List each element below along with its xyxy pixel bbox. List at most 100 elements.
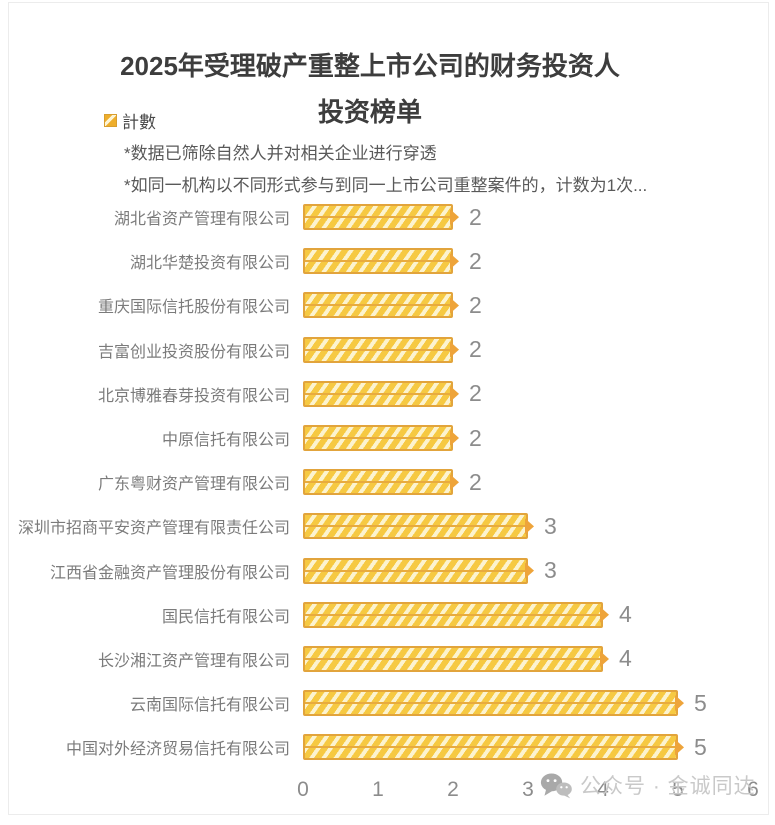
x-axis-tick: 2 bbox=[447, 778, 459, 801]
value-label: 2 bbox=[469, 380, 482, 407]
value-label: 4 bbox=[619, 601, 632, 628]
bar bbox=[303, 690, 684, 717]
legend-swatch-icon bbox=[104, 114, 117, 127]
value-label: 2 bbox=[469, 247, 482, 274]
bar bbox=[303, 336, 459, 363]
bar-row: 长沙湘江资产管理有限公司 4 bbox=[0, 637, 775, 681]
category-label: 中国对外经济贸易信托有限公司 bbox=[65, 741, 290, 759]
bar-tip bbox=[450, 253, 459, 270]
bar-tip bbox=[675, 695, 684, 712]
bar-cell: 5 bbox=[303, 734, 707, 761]
legend-label: 計數 bbox=[122, 113, 156, 132]
bar-row: 重庆国际信托股份有限公司 2 bbox=[0, 283, 775, 327]
bar-tip bbox=[450, 474, 459, 491]
bar-cell: 5 bbox=[303, 690, 707, 717]
x-axis-tick: 1 bbox=[372, 778, 384, 801]
category-label: 北京博雅春芽投资有限公司 bbox=[97, 387, 290, 405]
chart-notes: *数据已筛除自然人并对相关企业进行穿透 *如同一机构以不同形式参与到同一上市公司… bbox=[124, 138, 647, 202]
bar-tip bbox=[675, 739, 684, 756]
bar-row: 湖北省资产管理有限公司 2 bbox=[0, 195, 775, 239]
chart-title-line1: 2025年受理破产重整上市公司的财务投资人 bbox=[120, 51, 620, 82]
value-label: 2 bbox=[469, 291, 482, 318]
bar-cell: 2 bbox=[303, 336, 482, 363]
value-label: 2 bbox=[469, 468, 482, 495]
bar-row: 广东粤财资产管理有限公司 2 bbox=[0, 460, 775, 504]
bar-row: 云南国际信托有限公司 5 bbox=[0, 681, 775, 725]
category-label: 重庆国际信托股份有限公司 bbox=[97, 299, 290, 317]
bar-cell: 4 bbox=[303, 601, 632, 628]
bar-cell: 3 bbox=[303, 557, 557, 584]
category-label: 长沙湘江资产管理有限公司 bbox=[97, 652, 290, 670]
value-label: 2 bbox=[469, 336, 482, 363]
note-line-2: *如同一机构以不同形式参与到同一上市公司重整案件的，计数为1次... bbox=[124, 176, 648, 195]
chart-title: 2025年受理破产重整上市公司的财务投资人 投资榜单 bbox=[40, 43, 700, 135]
bar bbox=[303, 204, 459, 231]
bar-tip bbox=[450, 430, 459, 447]
category-label: 深圳市招商平安资产管理有限责任公司 bbox=[17, 520, 290, 538]
bar-cell: 2 bbox=[303, 292, 482, 319]
value-label: 5 bbox=[694, 689, 707, 716]
value-label: 2 bbox=[469, 203, 482, 230]
bar-row: 国民信托有限公司 4 bbox=[0, 593, 775, 637]
bar-cell: 2 bbox=[303, 204, 482, 231]
bar-tip bbox=[450, 297, 459, 314]
bar bbox=[303, 292, 459, 319]
bar-tip bbox=[450, 385, 459, 402]
bar-chart: 湖北省资产管理有限公司 2 湖北华楚投资有限公司 2 重庆国际信托股份有限公司 … bbox=[0, 195, 775, 801]
value-label: 3 bbox=[544, 557, 557, 584]
x-axis-tick: 5 bbox=[672, 778, 684, 801]
category-label: 江西省金融资产管理股份有限公司 bbox=[49, 564, 290, 582]
bar-cell: 2 bbox=[303, 248, 482, 275]
bar-cell: 2 bbox=[303, 469, 482, 496]
chart-title-line2: 投资榜单 bbox=[317, 97, 422, 128]
category-label: 湖北华楚投资有限公司 bbox=[129, 255, 290, 273]
bar-row: 中国对外经济贸易信托有限公司 5 bbox=[0, 725, 775, 769]
bar-tip bbox=[600, 650, 609, 667]
x-axis-tick: 6 bbox=[747, 778, 759, 801]
bar-tip bbox=[525, 562, 534, 579]
category-label: 广东粤财资产管理有限公司 bbox=[97, 476, 290, 494]
bar-cell: 3 bbox=[303, 513, 557, 540]
bar bbox=[303, 380, 459, 407]
bar bbox=[303, 425, 459, 452]
bar-rows: 湖北省资产管理有限公司 2 湖北华楚投资有限公司 2 重庆国际信托股份有限公司 … bbox=[0, 195, 775, 769]
bar-cell: 2 bbox=[303, 425, 482, 452]
bar bbox=[303, 601, 609, 628]
category-label: 湖北省资产管理有限公司 bbox=[113, 211, 290, 229]
bar-cell: 2 bbox=[303, 380, 482, 407]
x-axis-tick: 0 bbox=[297, 778, 309, 801]
wechat-icon bbox=[540, 773, 572, 798]
value-label: 5 bbox=[694, 733, 707, 760]
x-axis-tick: 3 bbox=[522, 778, 534, 801]
bar-tip bbox=[450, 341, 459, 358]
bar-tip bbox=[450, 209, 459, 226]
bar bbox=[303, 557, 534, 584]
x-axis-tick: 4 bbox=[597, 778, 609, 801]
x-axis: 0 1 2 3 4 5 6 bbox=[297, 778, 763, 808]
bar bbox=[303, 645, 609, 672]
category-label: 国民信托有限公司 bbox=[161, 608, 290, 626]
bar-tip bbox=[600, 606, 609, 623]
bar bbox=[303, 469, 459, 496]
bar-tip bbox=[525, 518, 534, 535]
note-line-1: *数据已筛除自然人并对相关企业进行穿透 bbox=[124, 144, 437, 163]
bar-row: 湖北华楚投资有限公司 2 bbox=[0, 239, 775, 283]
bar bbox=[303, 248, 459, 275]
value-label: 4 bbox=[619, 645, 632, 672]
category-label: 吉富创业投资股份有限公司 bbox=[97, 343, 290, 361]
bar-row: 深圳市招商平安资产管理有限责任公司 3 bbox=[0, 504, 775, 548]
bar-cell: 4 bbox=[303, 645, 632, 672]
bar-row: 中原信托有限公司 2 bbox=[0, 416, 775, 460]
category-label: 云南国际信托有限公司 bbox=[129, 697, 290, 715]
value-label: 2 bbox=[469, 424, 482, 451]
watermark: 公众号 · 金诚同达 bbox=[540, 770, 756, 800]
bar-row: 吉富创业投资股份有限公司 2 bbox=[0, 328, 775, 372]
value-label: 3 bbox=[544, 512, 557, 539]
bar bbox=[303, 513, 534, 540]
watermark-text: 公众号 · 金诚同达 bbox=[580, 775, 756, 798]
legend: 計數 bbox=[104, 108, 156, 133]
bar-row: 江西省金融资产管理股份有限公司 3 bbox=[0, 549, 775, 593]
bar bbox=[303, 734, 684, 761]
category-label: 中原信托有限公司 bbox=[161, 432, 290, 450]
bar-row: 北京博雅春芽投资有限公司 2 bbox=[0, 372, 775, 416]
